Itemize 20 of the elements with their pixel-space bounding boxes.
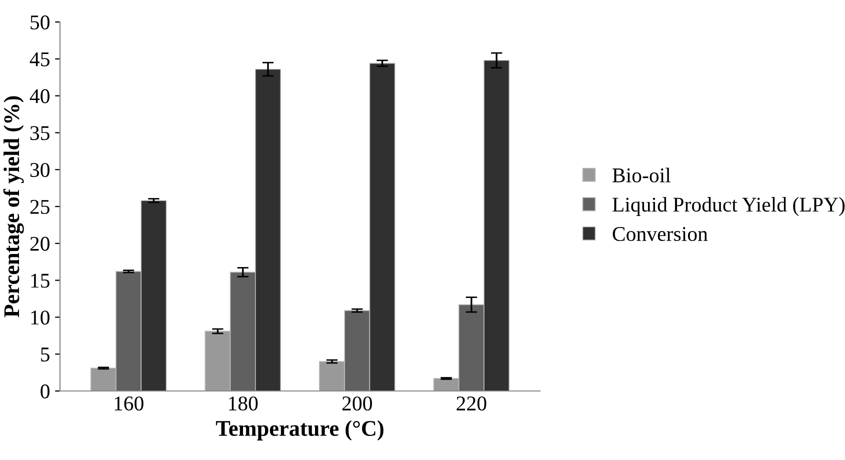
y-tick-label: 50 xyxy=(30,15,50,30)
x-tick-label: 220 xyxy=(456,396,486,411)
legend-label: Conversion xyxy=(612,227,708,242)
legend-label: Bio-oil xyxy=(612,168,671,182)
y-tick-label: 30 xyxy=(30,162,50,178)
x-tick-label: 160 xyxy=(114,396,144,411)
y-tick-label: 45 xyxy=(30,52,50,66)
y-tick-label: 35 xyxy=(30,126,50,140)
y-tick-label: 25 xyxy=(30,200,50,214)
y-tick-label: 5 xyxy=(41,348,50,362)
y-tick-label: 15 xyxy=(31,274,50,288)
x-tick-label: 180 xyxy=(229,396,258,411)
y-tick-label: 40 xyxy=(30,89,50,104)
y-tick-label: 0 xyxy=(40,384,50,398)
x-tick-label: 200 xyxy=(342,396,372,411)
legend-label: Liquid Product Yield (LPY) xyxy=(612,197,845,216)
x-axis-title: Temperature (°C) xyxy=(216,420,384,440)
y-tick-label: 10 xyxy=(31,310,50,325)
y-tick-label: 20 xyxy=(30,236,50,251)
y-axis-title: Percentage of yield (%) xyxy=(3,96,24,318)
